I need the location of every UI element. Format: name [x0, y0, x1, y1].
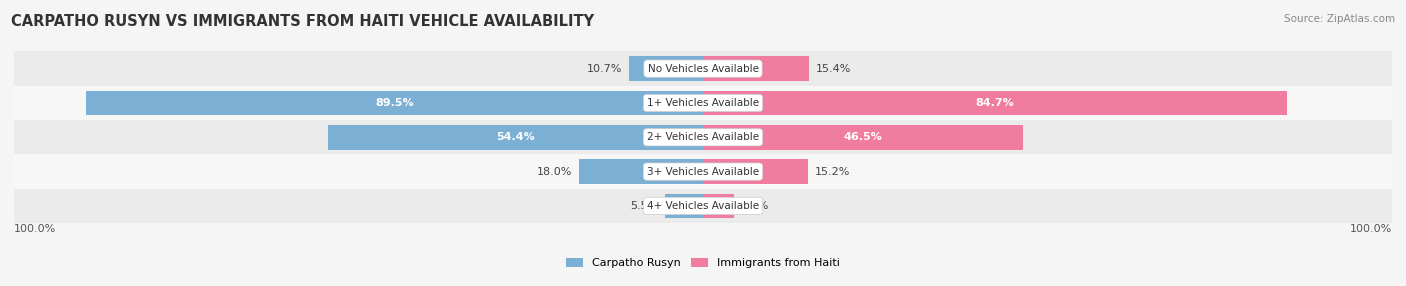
FancyBboxPatch shape	[0, 189, 1406, 223]
Text: 2+ Vehicles Available: 2+ Vehicles Available	[647, 132, 759, 142]
Text: 15.2%: 15.2%	[814, 167, 851, 176]
Text: 1+ Vehicles Available: 1+ Vehicles Available	[647, 98, 759, 108]
Bar	[86, 91, 703, 115]
FancyBboxPatch shape	[0, 51, 1406, 86]
Bar	[328, 125, 703, 150]
FancyBboxPatch shape	[0, 120, 1406, 154]
Text: 89.5%: 89.5%	[375, 98, 413, 108]
Text: CARPATHO RUSYN VS IMMIGRANTS FROM HAITI VEHICLE AVAILABILITY: CARPATHO RUSYN VS IMMIGRANTS FROM HAITI …	[11, 14, 595, 29]
Text: 18.0%: 18.0%	[537, 167, 572, 176]
Bar	[665, 194, 703, 218]
Text: 15.4%: 15.4%	[815, 64, 852, 74]
Text: 46.5%: 46.5%	[844, 132, 883, 142]
Text: 84.7%: 84.7%	[976, 98, 1014, 108]
Text: 54.4%: 54.4%	[496, 132, 536, 142]
FancyBboxPatch shape	[0, 154, 1406, 189]
Text: Source: ZipAtlas.com: Source: ZipAtlas.com	[1284, 14, 1395, 24]
Bar	[703, 56, 808, 81]
Bar	[703, 91, 1286, 115]
Text: 4.5%: 4.5%	[741, 201, 769, 211]
Text: 100.0%: 100.0%	[1350, 224, 1392, 234]
Bar	[703, 125, 1024, 150]
Text: 3+ Vehicles Available: 3+ Vehicles Available	[647, 167, 759, 176]
Text: 100.0%: 100.0%	[14, 224, 56, 234]
Bar	[630, 56, 703, 81]
Legend: Carpatho Rusyn, Immigrants from Haiti: Carpatho Rusyn, Immigrants from Haiti	[561, 253, 845, 273]
Text: No Vehicles Available: No Vehicles Available	[648, 64, 758, 74]
Text: 5.5%: 5.5%	[630, 201, 658, 211]
Bar	[703, 159, 807, 184]
Text: 4+ Vehicles Available: 4+ Vehicles Available	[647, 201, 759, 211]
Bar	[579, 159, 703, 184]
Bar	[703, 194, 734, 218]
Text: 10.7%: 10.7%	[588, 64, 623, 74]
FancyBboxPatch shape	[0, 86, 1406, 120]
